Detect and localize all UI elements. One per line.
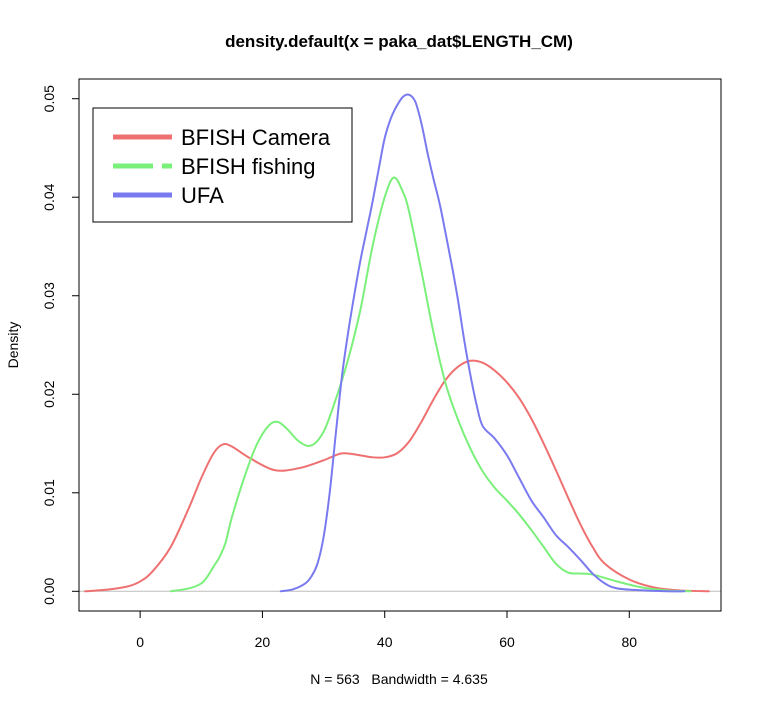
- legend-label-ufa: UFA: [181, 183, 224, 208]
- x-tick-label: 60: [499, 634, 515, 650]
- y-tick-label: 0.02: [41, 380, 57, 407]
- x-tick-label: 0: [136, 634, 144, 650]
- series-line-bfish-fishing: [169, 176, 692, 593]
- x-tick-label: 20: [255, 634, 271, 650]
- x-axis: 0 20 40 60 80: [136, 610, 637, 650]
- y-tick-label: 0.05: [41, 85, 57, 112]
- series-line-bfish-camera: [84, 359, 710, 593]
- y-axis-label: Density: [5, 322, 21, 369]
- legend: BFISH Camera BFISH fishing UFA: [92, 107, 353, 223]
- legend-label-bfish-camera: BFISH Camera: [181, 125, 331, 150]
- x-tick-label: 40: [377, 634, 393, 650]
- y-tick-label: 0.01: [41, 479, 57, 506]
- y-axis: 0.00 0.01 0.02 0.03 0.04 0.05: [41, 85, 80, 605]
- x-tick-label: 80: [621, 634, 637, 650]
- series-line-ufa: [279, 93, 686, 593]
- chart-title: density.default(x = paka_dat$LENGTH_CM): [225, 32, 573, 51]
- x-axis-label: N = 563 Bandwidth = 4.635: [310, 671, 488, 687]
- y-tick-label: 0.03: [41, 282, 57, 309]
- legend-label-bfish-fishing: BFISH fishing: [181, 154, 316, 179]
- y-tick-label: 0.00: [41, 577, 57, 604]
- y-tick-label: 0.04: [41, 183, 57, 210]
- series-layer: [84, 93, 710, 593]
